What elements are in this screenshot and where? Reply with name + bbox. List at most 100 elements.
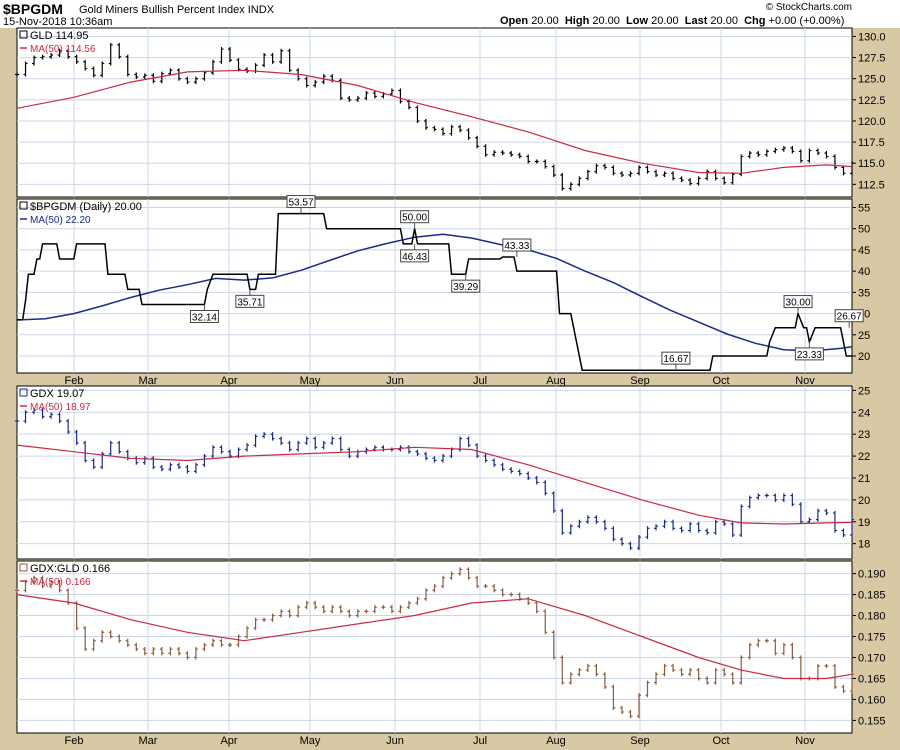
x-tick-label-month: Mar bbox=[139, 735, 158, 747]
y-tick-label: 130.0 bbox=[858, 31, 886, 43]
x-tick-label-month: May bbox=[300, 735, 321, 747]
index-name-text: Gold Miners Bullish Percent Index bbox=[79, 4, 245, 16]
x-tick-label-month: May bbox=[300, 375, 321, 387]
last-label: Last bbox=[684, 15, 708, 27]
y-tick-label: 125.0 bbox=[858, 74, 886, 86]
panel-2: 555045403530252032.1435.7153.5750.0046.4… bbox=[16, 195, 870, 374]
annotation-label: 53.57 bbox=[288, 198, 313, 209]
y-tick-label: 35 bbox=[858, 287, 870, 299]
y-tick-label: 18 bbox=[858, 539, 870, 551]
annotation-box bbox=[235, 294, 265, 308]
y-tick-label: 20 bbox=[858, 495, 870, 507]
moving-average-line bbox=[16, 233, 853, 352]
annotation-label: 16.67 bbox=[663, 354, 688, 365]
panel-plot-area bbox=[16, 198, 853, 374]
high-value: 20.00 bbox=[592, 15, 620, 27]
annotation-label: 43.33 bbox=[504, 241, 529, 252]
y-tick-label: 0.170 bbox=[858, 652, 886, 664]
legend-ma: MA(50) 114.56 bbox=[30, 44, 96, 55]
ohlc-readout: Open 20.00 High 20.00 Low 20.00 Last 20.… bbox=[500, 15, 844, 27]
y-tick-label: 122.5 bbox=[858, 95, 886, 107]
legend-swatch bbox=[19, 388, 28, 397]
y-tick-label: 24 bbox=[858, 407, 870, 419]
x-tick-label-month: Jun bbox=[386, 735, 404, 747]
legend-swatch bbox=[19, 30, 28, 39]
annotation-box bbox=[400, 249, 430, 263]
moving-average-line bbox=[16, 69, 853, 174]
x-tick-label-month: Sep bbox=[630, 735, 650, 747]
last-value: 20.00 bbox=[710, 15, 738, 27]
panel-plot-area bbox=[16, 27, 853, 198]
date-stamp: 15-Nov-2018 10:36am bbox=[3, 16, 113, 28]
y-tick-label: 21 bbox=[858, 473, 870, 485]
annotation-box bbox=[400, 210, 430, 224]
legend-swatch bbox=[19, 201, 28, 210]
chg-value: +0.00 (+0.00%) bbox=[768, 15, 845, 27]
annotation-box bbox=[661, 351, 691, 365]
y-tick-label: 115.0 bbox=[858, 158, 885, 170]
y-tick-label: 0.160 bbox=[858, 694, 886, 706]
annotation-box bbox=[502, 238, 532, 252]
annotation-box bbox=[451, 279, 481, 293]
y-tick-label: 0.185 bbox=[858, 590, 886, 602]
y-tick-label: 0.190 bbox=[858, 569, 886, 581]
y-tick-label: 40 bbox=[858, 266, 870, 278]
x-tick-label-month: Apr bbox=[220, 375, 237, 387]
annotation-box bbox=[834, 309, 864, 323]
x-tick-label-month: Apr bbox=[220, 735, 237, 747]
panel-3: 25 24 23 22 21 20 19 18 GDX 19.07 MA(50) 18.97 bbox=[15, 385, 870, 560]
chart-header: $BPGDM Gold Miners Bullish Percent Index… bbox=[0, 0, 900, 28]
legend-series: $BPGDM (Daily) 20.00 bbox=[30, 201, 142, 213]
moving-average-line bbox=[16, 594, 853, 680]
annotation-label: 50.00 bbox=[402, 213, 427, 224]
x-tick-label-month: Oct bbox=[712, 735, 729, 747]
low-label: Low bbox=[626, 15, 649, 27]
y-tick-label: 50 bbox=[858, 224, 870, 236]
y-tick-label: 117.5 bbox=[858, 137, 885, 149]
y-tick-label: 0.180 bbox=[858, 611, 886, 623]
x-tick-label-month: Oct bbox=[712, 375, 729, 387]
x-tick-label-month: Feb bbox=[65, 735, 84, 747]
open-value: 20.00 bbox=[531, 15, 559, 27]
symbol: $BPGDM bbox=[3, 1, 63, 17]
chg-label: Chg bbox=[744, 15, 766, 27]
legend-ma: MA(50) 0.166 bbox=[30, 577, 91, 588]
x-tick-label-month: Mar bbox=[139, 375, 158, 387]
legend-ma: MA(50) 22.20 bbox=[30, 215, 91, 226]
annotation-label: 23.33 bbox=[797, 350, 822, 361]
y-tick-label: 112.5 bbox=[858, 179, 885, 191]
y-tick-label: 127.5 bbox=[858, 53, 886, 65]
low-value: 20.00 bbox=[651, 15, 679, 27]
annotation-label: 32.14 bbox=[192, 313, 217, 324]
annotation-box bbox=[783, 295, 813, 309]
x-tick-label-month: Aug bbox=[546, 375, 566, 387]
x-tick-label-month: Jun bbox=[386, 375, 404, 387]
y-tick-label: 45 bbox=[858, 245, 870, 257]
y-tick-label: 0.165 bbox=[858, 673, 886, 685]
annotation-label: 46.43 bbox=[402, 252, 427, 263]
panel-1: 130.0 127.5 125.0 122.5 120.0 117.5 115.0 112.5… bbox=[15, 27, 886, 198]
legend-ma: MA(50) 18.97 bbox=[30, 402, 91, 413]
legend-series: GDX:GLD 0.166 bbox=[30, 563, 110, 575]
exchange: INDX bbox=[247, 4, 275, 16]
annotation-box bbox=[794, 347, 824, 361]
x-tick-label-month: Aug bbox=[546, 735, 566, 747]
x-tick-label-month: Sep bbox=[630, 375, 650, 387]
annotation-label: 35.71 bbox=[237, 297, 262, 308]
bpgdm-line bbox=[17, 212, 852, 371]
legend-swatch bbox=[19, 563, 28, 572]
legend-series: GLD 114.95 bbox=[30, 30, 89, 42]
y-tick-label: 19 bbox=[858, 517, 870, 529]
x-tick-label-month: Feb bbox=[65, 375, 84, 387]
y-tick-label: 22 bbox=[858, 451, 870, 463]
panel-4: 0.190 0.185 0.180 0.175 0.170 0.165 0.160 0.155… bbox=[15, 560, 886, 734]
x-tick-label-month: Jul bbox=[473, 735, 487, 747]
legend-series: GDX 19.07 bbox=[30, 388, 84, 400]
x-tick-label-month: Nov bbox=[795, 375, 815, 387]
annotation-box bbox=[286, 195, 316, 209]
high-label: High bbox=[564, 15, 590, 27]
open-label: Open bbox=[500, 15, 529, 27]
y-tick-label: 0.155 bbox=[858, 715, 886, 727]
